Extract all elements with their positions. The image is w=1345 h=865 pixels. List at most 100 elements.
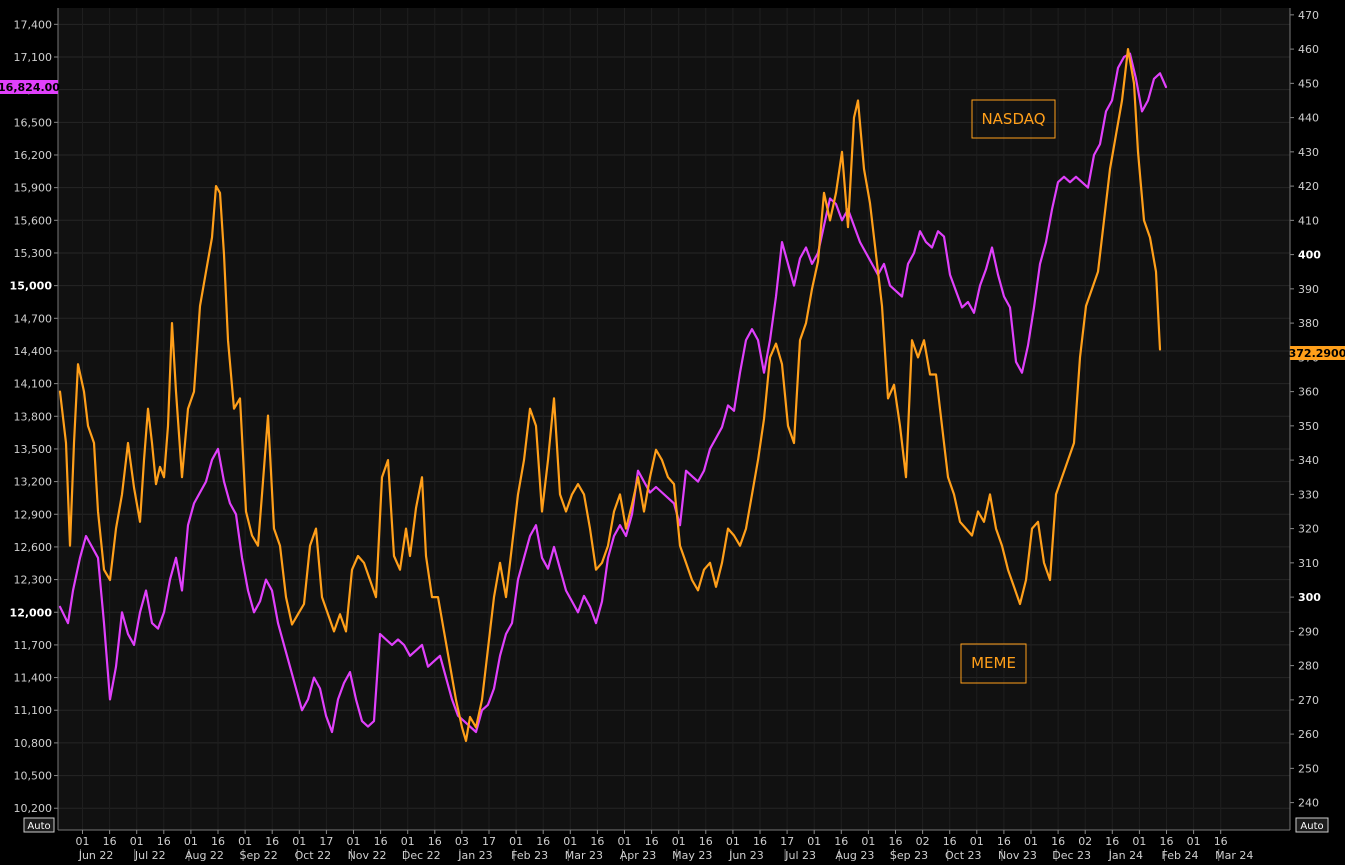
x-day-tick-label: 01 (130, 835, 144, 848)
right-tick-label: 340 (1298, 454, 1319, 467)
x-day-tick-label: 01 (807, 835, 821, 848)
x-day-tick-label: 17 (780, 835, 794, 848)
x-day-tick-label: 01 (970, 835, 984, 848)
right-tick-label: 400 (1298, 249, 1321, 262)
left-tick-label: 13,500 (14, 443, 53, 456)
right-last-value-badge: 372.2900 (1289, 346, 1345, 360)
x-day-tick-label: 01 (347, 835, 361, 848)
right-tick-label: 240 (1298, 797, 1319, 810)
nasdaq-annotation: NASDAQ (971, 99, 1056, 139)
left-last-value-badge: 16,824.00 (0, 80, 60, 94)
x-day-tick-label: 01 (509, 835, 523, 848)
x-day-tick-label: 01 (726, 835, 740, 848)
series (58, 48, 1168, 743)
left-tick-label: 11,400 (14, 672, 53, 685)
left-tick-label: 10,800 (14, 737, 53, 750)
left-tick-label: 13,200 (14, 476, 53, 489)
x-day-tick-label: 16 (753, 835, 767, 848)
grid (58, 8, 1290, 830)
x-month-label: Nov 23 (998, 849, 1037, 861)
left-tick-label: 15,900 (14, 182, 53, 195)
right-tick-label: 310 (1298, 557, 1319, 570)
right-tick-label: 470 (1298, 9, 1319, 22)
left-auto-button[interactable]: Auto (23, 817, 55, 833)
right-tick-label: 300 (1298, 591, 1321, 604)
right-tick-label: 250 (1298, 762, 1319, 775)
x-month-label: Jun 23 (728, 849, 764, 861)
right-tick-label: 280 (1298, 660, 1319, 673)
left-tick-label: 12,300 (14, 574, 53, 587)
nasdaq-series-line (58, 52, 1168, 734)
x-day-tick-label: 01 (401, 835, 415, 848)
x-month-label: Jun 22 (78, 849, 114, 861)
x-day-tick-label: 01 (238, 835, 252, 848)
x-month-label: Sep 23 (890, 849, 928, 861)
x-day-tick-label: 16 (943, 835, 957, 848)
x-day-tick-label: 01 (618, 835, 632, 848)
x-month-label: May 23 (672, 849, 712, 861)
right-auto-label: Auto (1300, 821, 1323, 832)
x-day-tick-label: 01 (672, 835, 686, 848)
x-day-tick-label: 17 (482, 835, 496, 848)
plot-background (58, 8, 1290, 830)
left-auto-label: Auto (27, 821, 50, 832)
right-tick-label: 360 (1298, 386, 1319, 399)
x-month-label: Mar 24 (1215, 849, 1253, 861)
right-tick-label: 440 (1298, 112, 1319, 125)
x-day-tick-label: 16 (428, 835, 442, 848)
x-month-label: Sep 22 (240, 849, 278, 861)
x-month-label: Dec 22 (402, 849, 441, 861)
right-tick-label: 320 (1298, 523, 1319, 536)
right-tick-label: 330 (1298, 488, 1319, 501)
x-month-label: Dec 23 (1052, 849, 1091, 861)
x-day-tick-label: 16 (834, 835, 848, 848)
x-day-tick-label: 01 (292, 835, 306, 848)
meme-annotation-label: MEME (971, 654, 1016, 672)
x-day-tick-label: 01 (184, 835, 198, 848)
left-tick-label: 17,100 (14, 51, 53, 64)
right-tick-label: 380 (1298, 317, 1319, 330)
left-tick-label: 12,000 (10, 606, 53, 619)
left-tick-label: 11,100 (14, 704, 53, 717)
x-month-label: Aug 22 (185, 849, 224, 861)
x-day-tick-label: 16 (590, 835, 604, 848)
x-day-tick-label: 01 (76, 835, 90, 848)
left-tick-label: 10,200 (14, 802, 53, 815)
x-day-tick-label: 16 (699, 835, 713, 848)
x-month-label: Jan 24 (1108, 849, 1143, 861)
left-tick-label: 12,600 (14, 541, 53, 554)
left-tick-label: 15,300 (14, 247, 53, 260)
x-day-tick-label: 16 (645, 835, 659, 848)
x-month-label: Feb 24 (1162, 849, 1199, 861)
left-tick-label: 12,900 (14, 508, 53, 521)
x-day-tick-label: 16 (157, 835, 171, 848)
x-day-tick-label: 16 (1105, 835, 1119, 848)
x-month-label: Feb 23 (511, 849, 548, 861)
right-tick-label: 390 (1298, 283, 1319, 296)
x-day-tick-label: 16 (889, 835, 903, 848)
x-day-tick-label: 02 (1078, 835, 1092, 848)
right-tick-label: 460 (1298, 43, 1319, 56)
x-day-tick-label: 02 (916, 835, 930, 848)
x-day-tick-label: 16 (374, 835, 388, 848)
x-month-label: Nov 22 (348, 849, 387, 861)
right-axis: 240 250 260 270 280 290 300 310 320 330 340 350 360 3… (1289, 8, 1321, 830)
right-tick-label: 450 (1298, 77, 1319, 90)
meme-annotation: MEME (960, 643, 1027, 684)
x-axis: 01 16 01 16 01 16 01 16 01 17 01 16 01 16 03 17 01 16 01 16… (58, 829, 1290, 862)
left-tick-label: 16,500 (14, 116, 53, 129)
x-month-label: Jul 23 (784, 849, 816, 861)
meme-series-line (58, 48, 1162, 743)
left-axis: 10,200 10,500 10,800 11,100 11,400 11,700 12,0… (10, 8, 59, 830)
right-tick-label: 410 (1298, 214, 1319, 227)
right-auto-button[interactable]: Auto (1295, 817, 1329, 833)
right-tick-label: 260 (1298, 728, 1319, 741)
x-month-label: Jul 22 (134, 849, 166, 861)
left-tick-label: 15,000 (10, 280, 53, 293)
left-tick-label: 17,400 (14, 18, 53, 31)
x-month-label: Apr 23 (620, 849, 657, 861)
x-day-tick-label: 01 (1132, 835, 1146, 848)
nasdaq-annotation-label: NASDAQ (981, 110, 1045, 128)
